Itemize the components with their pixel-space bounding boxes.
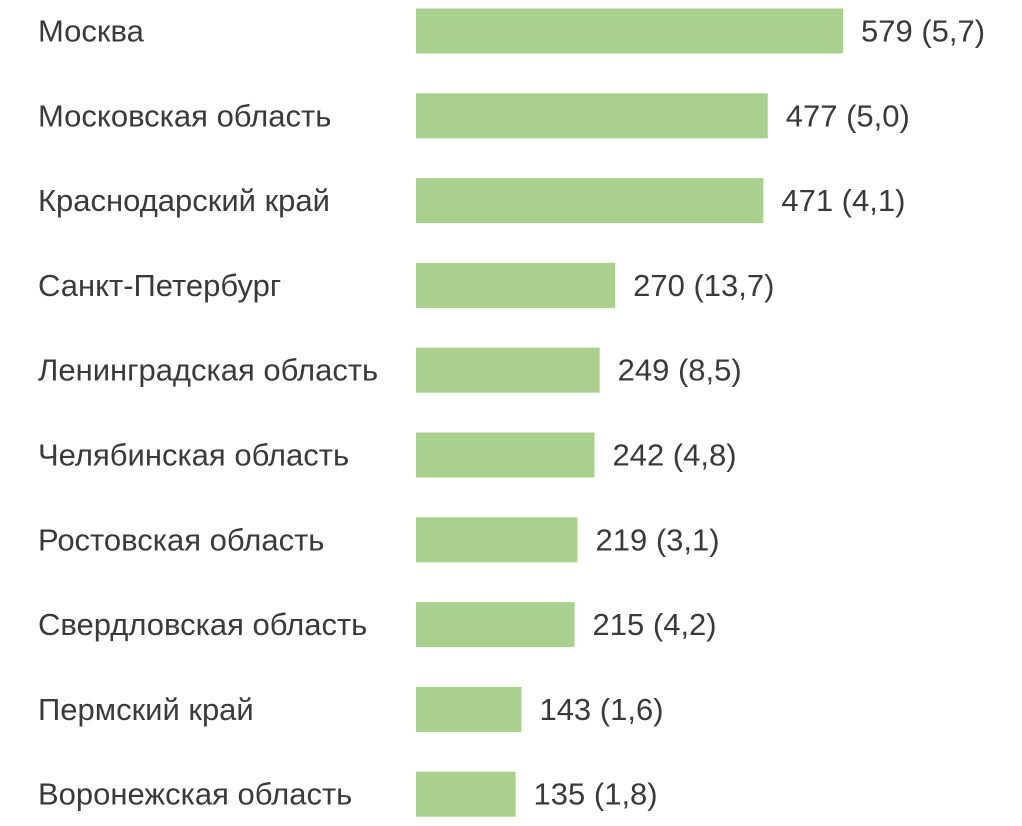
category-label: Пермский край <box>38 692 254 727</box>
bar <box>416 178 764 224</box>
data-label: 135 (1,8) <box>534 777 658 812</box>
data-label: 249 (8,5) <box>618 353 742 388</box>
data-label: 471 (4,1) <box>781 183 905 218</box>
bar <box>416 686 522 732</box>
data-label: 219 (3,1) <box>596 522 720 557</box>
data-label: 270 (13,7) <box>633 268 774 303</box>
category-label: Свердловская область <box>38 607 367 642</box>
bar <box>416 517 578 563</box>
data-label: 215 (4,2) <box>593 607 717 642</box>
category-label: Краснодарский край <box>38 183 330 218</box>
bar <box>416 8 843 54</box>
data-label: 477 (5,0) <box>786 98 910 133</box>
bar <box>416 347 600 393</box>
data-label: 143 (1,6) <box>539 692 663 727</box>
bar <box>416 432 595 478</box>
data-label: 242 (4,8) <box>612 438 736 473</box>
category-label: Санкт-Петербург <box>38 268 281 303</box>
bars <box>416 8 843 817</box>
category-label: Ленинградская область <box>38 353 378 388</box>
bar <box>416 93 768 139</box>
bar <box>416 771 516 817</box>
bar <box>416 262 616 308</box>
bar <box>416 602 575 648</box>
data-labels: 579 (5,7) 477 (5,0) 471 (4,1) 270 (13,7) 249… <box>534 14 986 812</box>
category-label: Московская область <box>38 98 331 133</box>
category-label: Ростовская область <box>38 522 324 557</box>
category-label: Москва <box>38 14 145 49</box>
category-label: Воронежская область <box>38 777 352 812</box>
category-labels: Москва Московская область Краснодарский кр… <box>38 14 378 812</box>
category-label: Челябинская область <box>38 438 349 473</box>
data-label: 579 (5,7) <box>861 14 985 49</box>
